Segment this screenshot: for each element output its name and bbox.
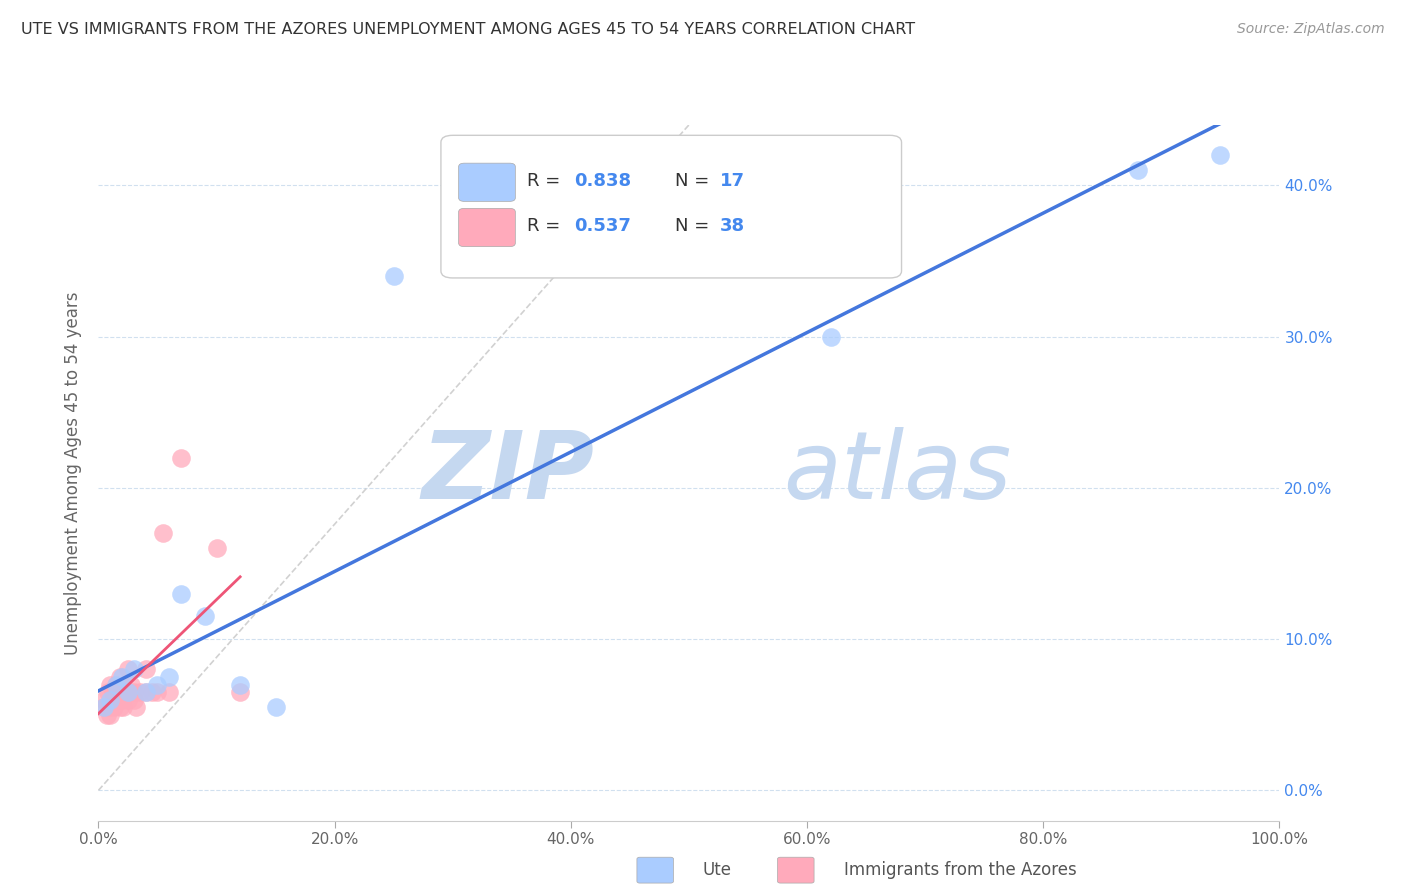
Point <box>128 685 150 699</box>
Text: Source: ZipAtlas.com: Source: ZipAtlas.com <box>1237 22 1385 37</box>
Point <box>107 685 129 699</box>
Point <box>98 692 121 706</box>
Point <box>101 685 124 699</box>
Point <box>97 685 120 699</box>
Text: Immigrants from the Azores: Immigrants from the Azores <box>844 861 1077 879</box>
Point <box>112 700 135 714</box>
Text: 0.537: 0.537 <box>575 217 631 235</box>
Point <box>152 526 174 541</box>
Point <box>205 541 228 556</box>
Text: N =: N = <box>675 217 714 235</box>
Text: atlas: atlas <box>783 427 1012 518</box>
Y-axis label: Unemployment Among Ages 45 to 54 years: Unemployment Among Ages 45 to 54 years <box>65 291 83 655</box>
Point <box>93 700 115 714</box>
Text: ZIP: ZIP <box>422 426 595 519</box>
Point <box>105 677 128 691</box>
Text: R =: R = <box>527 217 567 235</box>
Point <box>1209 148 1232 162</box>
Point <box>111 685 134 699</box>
Text: R =: R = <box>527 171 567 189</box>
Point <box>105 692 128 706</box>
Point <box>229 685 252 699</box>
Point <box>101 692 124 706</box>
Point <box>110 685 132 699</box>
Point <box>146 677 169 691</box>
Point <box>264 700 287 714</box>
Point <box>112 685 135 699</box>
Point <box>117 662 139 676</box>
Point <box>125 700 148 714</box>
Text: Ute: Ute <box>703 861 733 879</box>
Text: 38: 38 <box>720 217 745 235</box>
FancyBboxPatch shape <box>441 136 901 278</box>
FancyBboxPatch shape <box>458 163 516 202</box>
Point <box>135 685 157 699</box>
Point <box>93 700 115 714</box>
Point <box>98 707 121 722</box>
Point <box>105 677 128 691</box>
Point <box>122 692 145 706</box>
Point <box>1126 163 1149 178</box>
Point <box>93 692 115 706</box>
Point <box>820 329 842 343</box>
Point <box>157 685 180 699</box>
Text: UTE VS IMMIGRANTS FROM THE AZORES UNEMPLOYMENT AMONG AGES 45 TO 54 YEARS CORRELA: UTE VS IMMIGRANTS FROM THE AZORES UNEMPL… <box>21 22 915 37</box>
Point <box>194 609 217 624</box>
Point <box>108 670 131 684</box>
Point <box>122 662 145 676</box>
Point <box>141 685 163 699</box>
Point <box>111 692 134 706</box>
Point <box>105 685 128 699</box>
Point <box>117 685 139 699</box>
Point <box>170 450 193 465</box>
Point <box>96 707 118 722</box>
Point <box>135 662 157 676</box>
Point <box>98 677 121 691</box>
Point <box>117 692 139 706</box>
Point <box>146 685 169 699</box>
Point <box>103 700 125 714</box>
Point <box>98 700 121 714</box>
Point <box>382 269 405 284</box>
Text: 0.838: 0.838 <box>575 171 631 189</box>
Text: N =: N = <box>675 171 714 189</box>
Point <box>229 677 252 691</box>
Text: 17: 17 <box>720 171 745 189</box>
Point <box>118 685 141 699</box>
Point <box>122 685 145 699</box>
FancyBboxPatch shape <box>458 209 516 247</box>
Point <box>170 587 193 601</box>
Point <box>121 677 143 691</box>
Point <box>111 670 134 684</box>
Point <box>108 700 131 714</box>
Point <box>157 670 180 684</box>
Point <box>135 685 157 699</box>
